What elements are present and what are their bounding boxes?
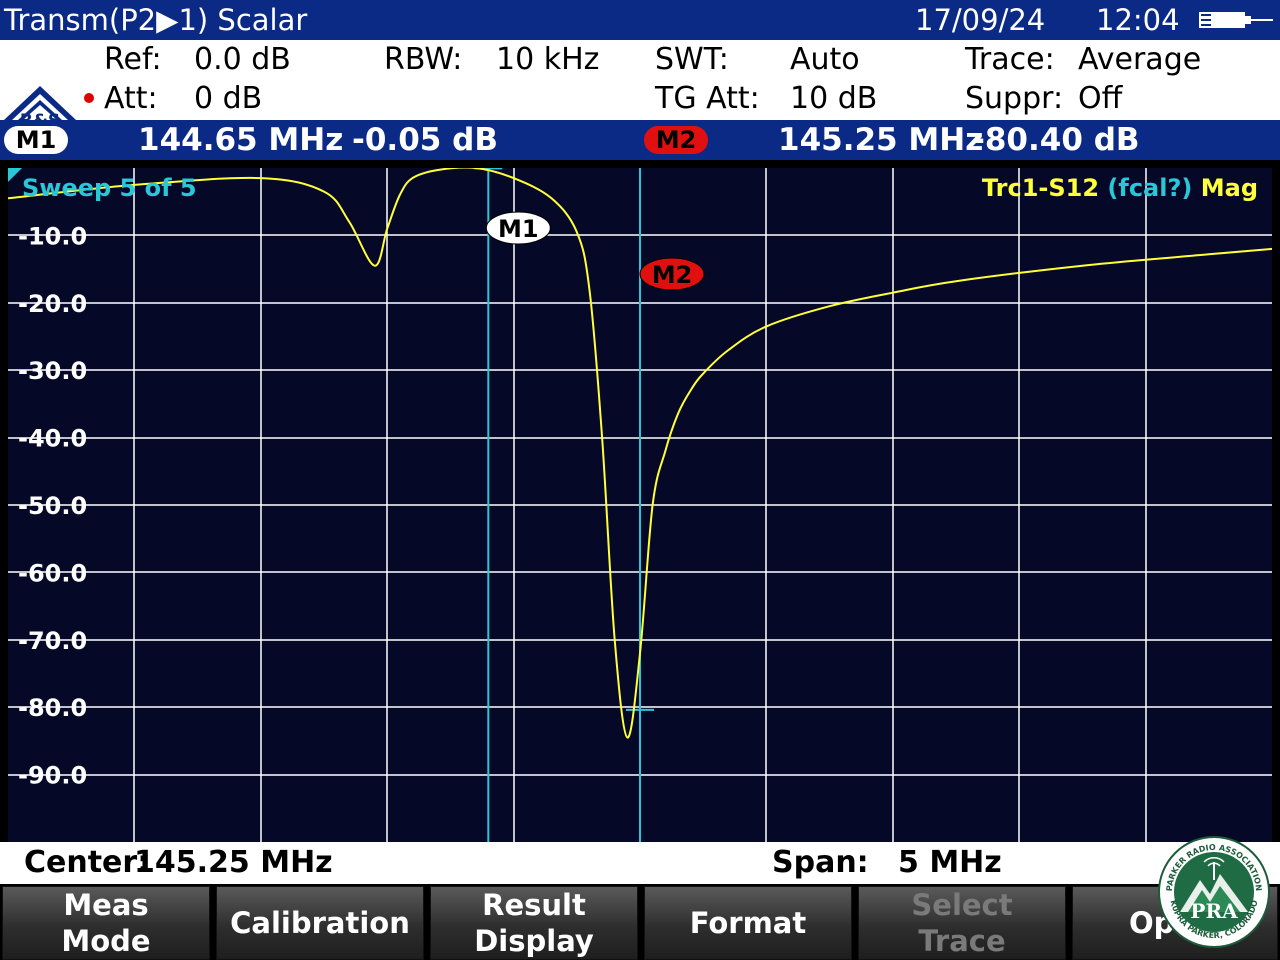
softkey-label-line1: Format (689, 906, 807, 940)
swt-value: Auto (790, 42, 860, 77)
marker2-level: -80.40 dB (972, 122, 1140, 158)
trace-note: (fcal?) (1107, 174, 1192, 202)
marker1-level: -0.05 dB (352, 122, 498, 158)
mode-title: Transm(P2▶1) Scalar (4, 3, 308, 37)
softkey-bar: Meas Mode Calibration Result Display Forma… (0, 884, 1280, 960)
softkey-label-line2: Display (474, 924, 594, 958)
y-tick-label: -20.0 (18, 290, 87, 318)
rbw-label: RBW: (384, 42, 463, 77)
softkey-meas-mode[interactable]: Meas Mode (2, 886, 210, 960)
att-indicator-dot (84, 93, 94, 103)
softkey-label-line2: Trace (918, 924, 1006, 958)
softkey-label-line2: Mode (61, 924, 151, 958)
softkey-label-line1: Meas (63, 888, 149, 922)
trace-format: Mag (1201, 174, 1258, 202)
suppr-label: Suppr: (965, 81, 1064, 116)
softkey-select-trace[interactable]: Select Trace (858, 886, 1066, 960)
y-tick-label: -90.0 (18, 762, 87, 790)
span-label: Span: (772, 845, 869, 880)
softkey-calibration[interactable]: Calibration (216, 886, 424, 960)
date-readout: 17/09/24 (915, 3, 1046, 37)
parker-radio-association-logo: PRA PARKER RADIO ASSOCIATION K0PRA PARKE… (1158, 836, 1270, 948)
trace-value: Average (1078, 42, 1202, 77)
softkey-label-line1: Select (911, 888, 1013, 922)
settings-panel: R&S Ref: 0.0 dB Att: 0 dB RBW: 10 kHz SW… (0, 40, 1280, 154)
logo-initials: PRA (1190, 899, 1238, 923)
tg-att-label: TG Att: (655, 81, 760, 116)
marker-badge-m2[interactable]: M2 (639, 257, 705, 291)
center-value: 145.25 MHz (134, 845, 333, 880)
sweep-corner-indicator (8, 168, 22, 182)
trace-label: Trace: (965, 42, 1055, 77)
marker-badge-label: M2 (652, 261, 693, 289)
trace-line (7, 166, 1273, 739)
marker-badge-label: M1 (498, 215, 539, 243)
marker2-badge[interactable]: M2 (644, 126, 708, 154)
time-readout: 12:04 (1096, 3, 1180, 37)
marker-readout-bar: M1 144.65 MHz -0.05 dB M2 145.25 MHz -80… (0, 120, 1280, 160)
plot-svg[interactable]: -10.0 -20.0 -30.0 -40.0 -50.0 -60.0 -70.0 -80.0… (7, 166, 1273, 842)
marker1-badge[interactable]: M1 (4, 126, 68, 154)
ref-label: Ref: (104, 42, 162, 77)
softkey-format[interactable]: Format (644, 886, 852, 960)
sweep-status: Sweep 5 of 5 (22, 174, 197, 202)
rbw-value: 10 kHz (496, 42, 600, 77)
title-bar: Transm(P2▶1) Scalar 17/09/24 12:04 (0, 0, 1280, 40)
tg-att-value: 10 dB (790, 81, 878, 116)
att-label: Att: (104, 81, 158, 116)
trace-info: Trc1-S12 (fcal?) Mag (982, 174, 1258, 202)
y-tick-label: -40.0 (18, 425, 87, 453)
trace-plot[interactable]: -10.0 -20.0 -30.0 -40.0 -50.0 -60.0 -70.0 -80.0… (7, 166, 1273, 842)
y-tick-label: -50.0 (18, 492, 87, 520)
battery-icon (1199, 12, 1273, 28)
marker-badge-m1[interactable]: M1 (485, 211, 551, 245)
y-tick-label: -30.0 (18, 357, 87, 385)
softkey-label-line1: Calibration (230, 906, 410, 940)
y-tick-label: -10.0 (18, 222, 87, 250)
ref-value: 0.0 dB (194, 42, 291, 77)
marker1-frequency: 144.65 MHz (138, 122, 344, 158)
frequency-footer: Center: 145.25 MHz Span: 5 MHz (0, 842, 1280, 884)
att-value: 0 dB (194, 81, 263, 116)
suppr-value: Off (1078, 81, 1123, 116)
span-value: 5 MHz (898, 845, 1002, 880)
y-tick-labels: -10.0 -20.0 -30.0 -40.0 -50.0 -60.0 -70.0 -80.0… (18, 222, 87, 789)
marker2-frequency: 145.25 MHz (778, 122, 984, 158)
y-tick-label: -70.0 (18, 627, 87, 655)
marker-badges: M1 M2 (485, 211, 705, 291)
softkey-label-line1: Result (482, 888, 586, 922)
marker-badge-shape (639, 257, 705, 291)
swt-label: SWT: (655, 42, 729, 77)
y-tick-label: -60.0 (18, 559, 87, 587)
y-tick-label: -80.0 (18, 694, 87, 722)
trace-name: Trc1-S12 (982, 174, 1099, 202)
softkey-result-display[interactable]: Result Display (430, 886, 638, 960)
marker-badge-shape (485, 211, 551, 245)
center-label: Center: (24, 845, 150, 880)
